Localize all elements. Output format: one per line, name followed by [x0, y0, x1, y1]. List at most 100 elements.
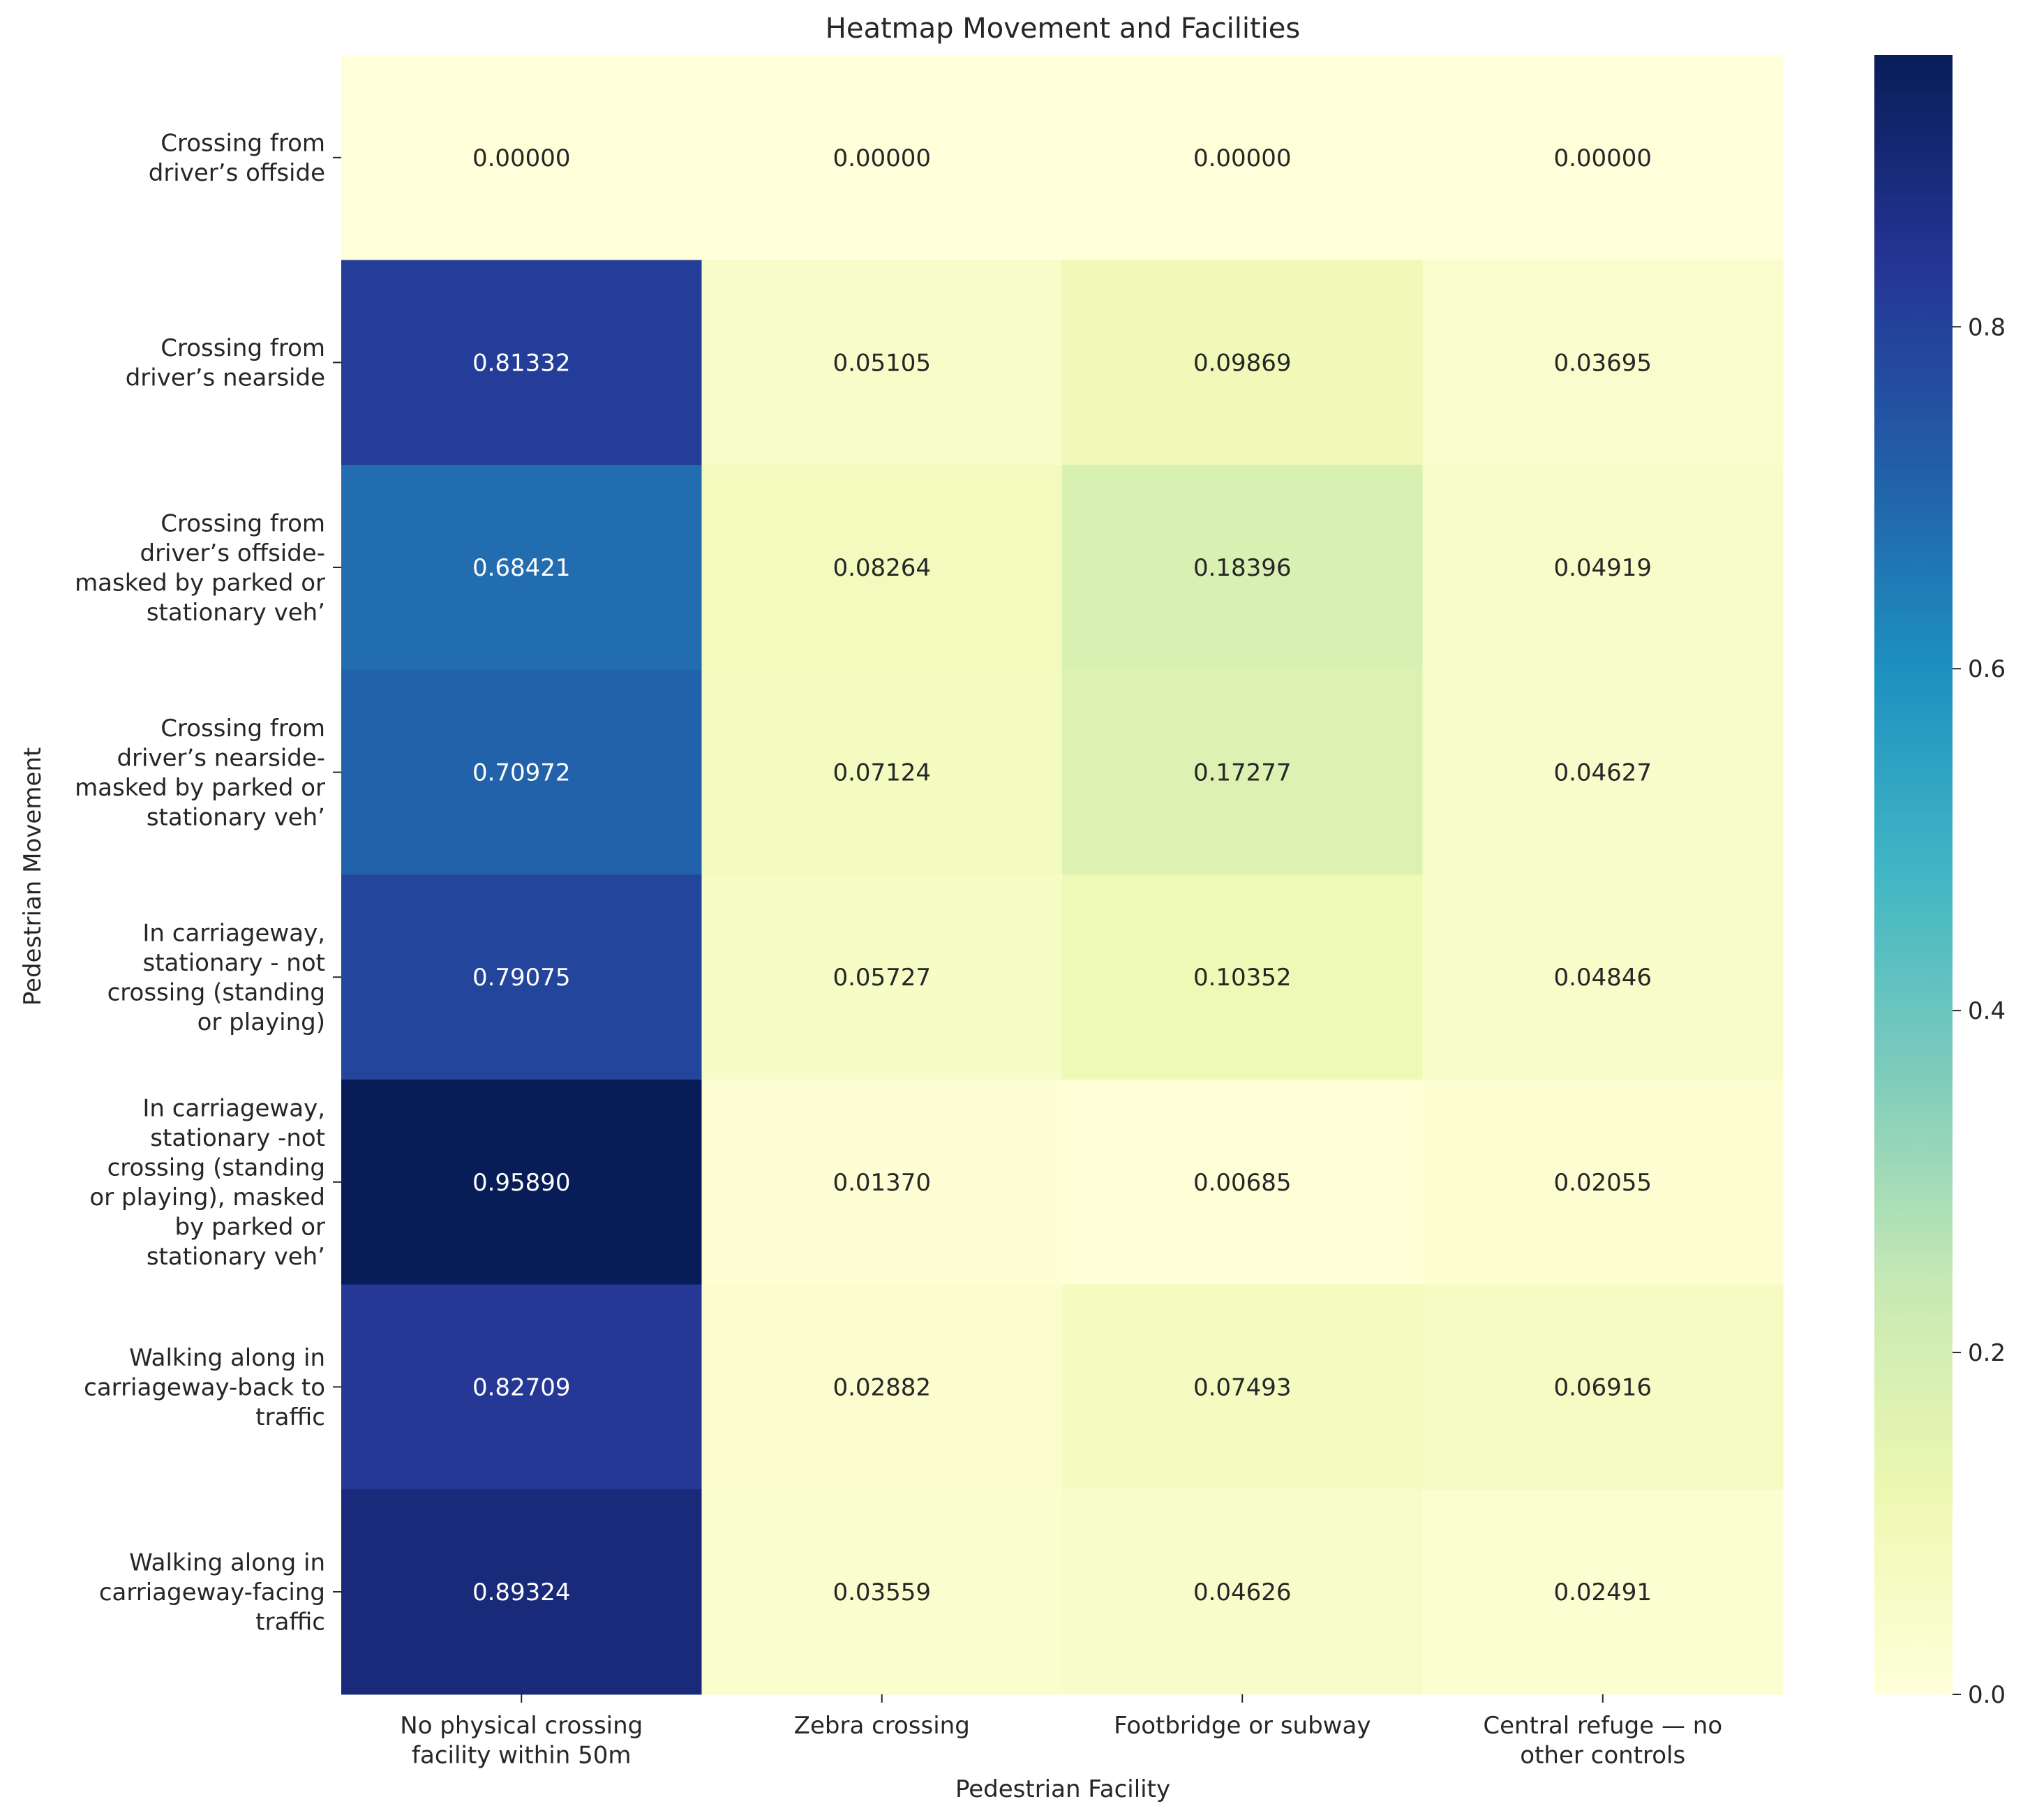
cell-value-label: 0.04919 [1553, 554, 1652, 582]
y-tick-label: carriageway-back to [84, 1373, 325, 1401]
y-tick-label: stationary veh’ [147, 599, 325, 627]
y-tick-label: crossing (standing [107, 978, 325, 1006]
cell-value-label: 0.00000 [472, 144, 571, 172]
colorbar-tick-label: 0.4 [1968, 997, 2006, 1025]
heatmap-cell [341, 55, 703, 261]
heatmap-cell [1062, 1489, 1424, 1695]
colorbar-tick-label: 0.6 [1968, 655, 2006, 683]
heatmap-cell [1422, 55, 1784, 261]
cell-value-label: 0.17277 [1193, 759, 1292, 787]
y-tick-label: masked by parked or [75, 569, 325, 597]
heatmap-cell-labels: 0.00000 0.00000 0.00000 0.00000 0.81332 0.051… [472, 144, 1652, 1606]
x-tick-label: No physical crossing [400, 1712, 643, 1740]
y-tick-label: traffic [255, 1403, 325, 1431]
y-tick-label: crossing (standing [107, 1154, 325, 1182]
heatmap-cell [1422, 1080, 1784, 1285]
heatmap-cell [1422, 260, 1784, 465]
y-tick-label: Crossing from [161, 334, 325, 362]
cell-value-label: 0.02055 [1553, 1169, 1652, 1197]
heatmap-cell [341, 874, 703, 1080]
colorbar-tick-label: 0.0 [1968, 1681, 2006, 1709]
y-tick-label: Crossing from [161, 509, 325, 537]
cell-value-label: 0.70972 [472, 759, 571, 787]
cell-value-label: 0.00000 [1553, 144, 1652, 172]
heatmap-cell [341, 260, 703, 465]
colorbar-ticks: 0.0 0.2 0.4 0.6 0.8 [1953, 313, 2006, 1709]
colorbar [1874, 55, 1953, 1694]
colorbar-tick-label: 0.2 [1968, 1339, 2006, 1367]
y-tick-label: stationary - not [142, 949, 325, 977]
x-axis-label: Pedestrian Facility [955, 1775, 1170, 1803]
cell-value-label: 0.68421 [472, 554, 571, 582]
y-tick-label: masked by parked or [75, 774, 325, 802]
heatmap-cell [701, 55, 1063, 261]
heatmap-cell [701, 874, 1063, 1080]
heatmap-cell [701, 1080, 1063, 1285]
heatmap-cell [1062, 874, 1424, 1080]
y-tick-label: Walking along in [129, 1549, 325, 1577]
heatmap-cell [1062, 1080, 1424, 1285]
heatmap-cell [1062, 465, 1424, 671]
cell-value-label: 0.07124 [833, 759, 931, 787]
cell-value-label: 0.81332 [472, 349, 571, 377]
colorbar-tick-label: 0.8 [1968, 313, 2006, 341]
heatmap-cell [701, 465, 1063, 671]
cell-value-label: 0.04626 [1193, 1579, 1292, 1606]
cell-value-label: 0.05105 [833, 349, 931, 377]
cell-value-label: 0.82709 [472, 1373, 571, 1401]
cell-value-label: 0.10352 [1193, 964, 1292, 992]
y-tick-label: driver’s nearside- [117, 744, 325, 772]
y-tick-label: driver’s offside- [140, 539, 325, 567]
cell-value-label: 0.09869 [1193, 349, 1292, 377]
cell-value-label: 0.01370 [833, 1169, 931, 1197]
y-tick-label: stationary veh’ [147, 803, 325, 831]
y-tick-label: carriageway-facing [99, 1579, 325, 1606]
heatmap-cell [701, 260, 1063, 465]
chart-title: Heatmap Movement and Facilities [826, 13, 1300, 45]
y-tick-label: driver’s nearside [126, 364, 325, 392]
y-tick-label: stationary veh’ [147, 1243, 325, 1271]
heatmap-cell [701, 1489, 1063, 1695]
cell-value-label: 0.08264 [833, 554, 931, 582]
heatmap-cell [1422, 669, 1784, 875]
heatmap-cell [1062, 260, 1424, 465]
heatmap-cells [341, 55, 1784, 1695]
cell-value-label: 0.02491 [1553, 1579, 1652, 1606]
y-tick-label: In carriageway, [142, 1095, 325, 1123]
x-tick-label: facility within 50m [412, 1741, 631, 1769]
cell-value-label: 0.00000 [1193, 144, 1292, 172]
cell-value-label: 0.00685 [1193, 1169, 1292, 1197]
heatmap-cell [1062, 669, 1424, 875]
heatmap-cell [1062, 55, 1424, 261]
heatmap-cell [1062, 1284, 1424, 1490]
x-tick-label: Footbridge or subway [1114, 1712, 1371, 1740]
heatmap-cell [1422, 1284, 1784, 1490]
y-tick-label: driver’s offside [149, 159, 325, 187]
x-tick-label: Central refuge — no [1483, 1712, 1722, 1740]
cell-value-label: 0.89324 [472, 1579, 571, 1606]
cell-value-label: 0.04846 [1553, 964, 1652, 992]
heatmap-cell [701, 1284, 1063, 1490]
y-tick-label: Crossing from [161, 715, 325, 743]
cell-value-label: 0.06916 [1553, 1373, 1652, 1401]
y-tick-label: traffic [255, 1609, 325, 1636]
cell-value-label: 0.07493 [1193, 1373, 1292, 1401]
y-tick-label: Crossing from [161, 130, 325, 158]
cell-value-label: 0.18396 [1193, 554, 1292, 582]
y-tick-label: by parked or [175, 1214, 325, 1241]
cell-value-label: 0.00000 [833, 144, 931, 172]
heatmap-cell [701, 669, 1063, 875]
x-tick-label: Zebra crossing [794, 1712, 970, 1740]
y-tick-label: or playing), masked [89, 1184, 325, 1211]
heatmap-cell [341, 1489, 703, 1695]
y-tick-label: In carriageway, [142, 919, 325, 947]
y-axis-label: Pedestrian Movement [19, 747, 47, 1006]
y-tick-label: stationary -not [150, 1124, 325, 1152]
heatmap-cell [1422, 1489, 1784, 1695]
x-tick-label: other controls [1520, 1741, 1685, 1769]
heatmap-cell [341, 465, 703, 671]
y-tick-label: or playing) [197, 1008, 325, 1036]
